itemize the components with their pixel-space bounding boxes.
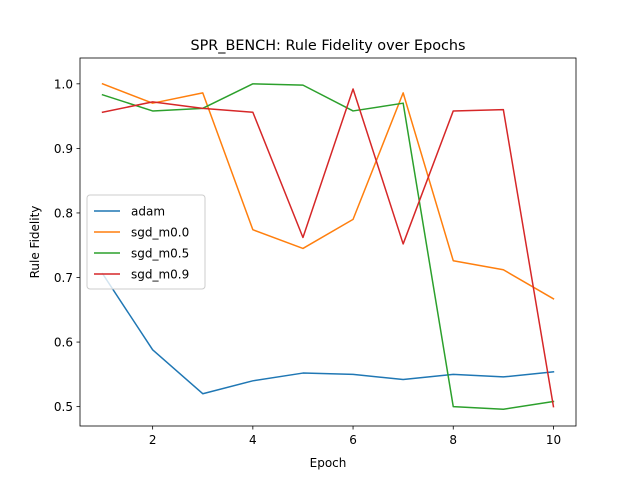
x-tick-label: 4 — [249, 433, 257, 447]
legend-label: adam — [131, 205, 165, 219]
legend-label: sgd_m0.5 — [131, 247, 189, 261]
y-tick-label: 0.9 — [54, 142, 73, 156]
x-tick-label: 6 — [349, 433, 357, 447]
chart-title: SPR_BENCH: Rule Fidelity over Epochs — [190, 38, 465, 54]
legend-label: sgd_m0.9 — [131, 268, 189, 282]
y-axis-label: Rule Fidelity — [28, 206, 42, 279]
y-tick-label: 0.8 — [54, 206, 73, 220]
y-tick-label: 0.5 — [54, 400, 73, 414]
series-line-sgd-m0-0 — [101, 82, 555, 300]
y-tick-label: 0.6 — [54, 336, 73, 350]
plot-area: 0.5 0.6 0.7 0.8 0.9 1.0 2 4 6 8 10 — [54, 57, 577, 447]
legend: adam sgd_m0.0 sgd_m0.5 sgd_m0.9 — [86, 194, 206, 290]
y-tick-label: 0.7 — [54, 271, 73, 285]
legend-label: sgd_m0.0 — [131, 226, 189, 240]
series-line-sgd-m0-5 — [101, 83, 555, 410]
y-axis-ticks: 0.5 0.6 0.7 0.8 0.9 1.0 — [54, 77, 80, 414]
x-tick-label: 10 — [546, 433, 561, 447]
series-line-adam — [101, 272, 555, 395]
x-tick-label: 8 — [449, 433, 457, 447]
series-line-sgd-m0-9 — [101, 88, 555, 408]
x-axis-ticks: 2 4 6 8 10 — [149, 426, 561, 447]
x-axis-label: Epoch — [310, 456, 347, 470]
series-lines — [101, 82, 555, 410]
legend-box — [86, 194, 206, 290]
x-tick-label: 2 — [149, 433, 157, 447]
y-tick-label: 1.0 — [54, 77, 73, 91]
axes-frame — [79, 57, 577, 427]
